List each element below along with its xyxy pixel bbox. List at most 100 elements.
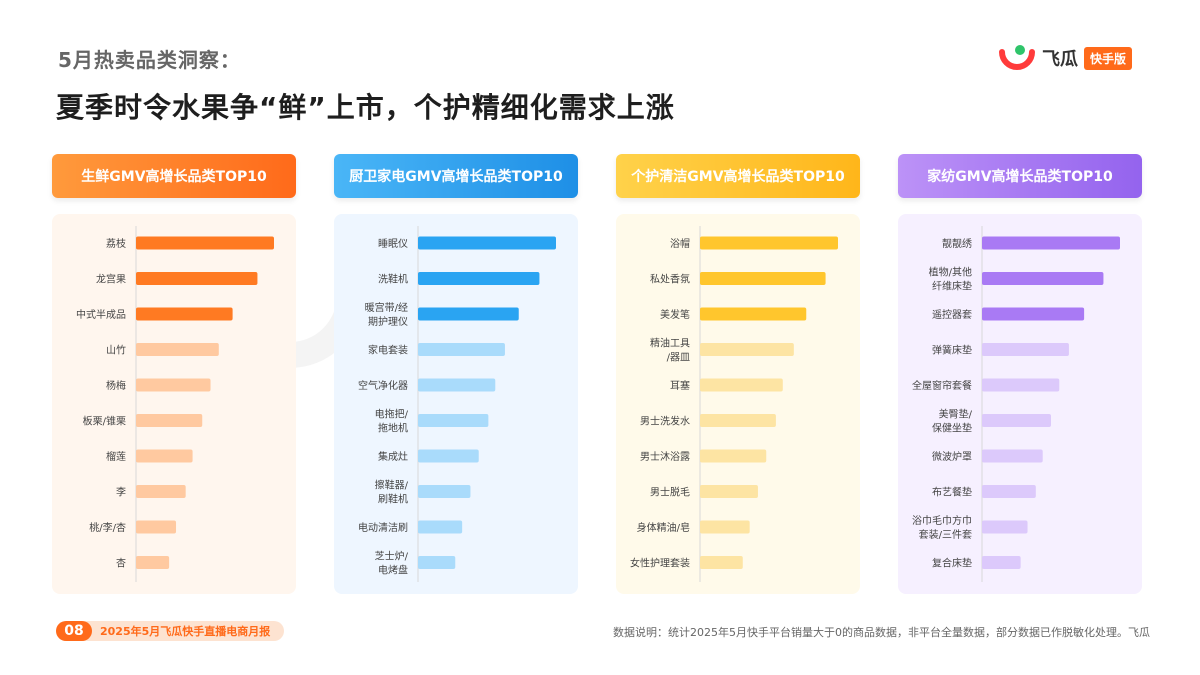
bar-9 <box>700 520 750 534</box>
page-number: 08 <box>56 621 92 641</box>
category-label: 浴巾毛巾方巾套装/三件套 <box>912 514 972 541</box>
category-label: 美发笔 <box>660 308 690 321</box>
category-label: 板栗/锥栗 <box>83 415 126 428</box>
panel-header-home-textile: 家纺GMV高增长品类TOP10 <box>898 154 1142 198</box>
bar-8 <box>418 485 471 498</box>
data-note: 数据说明：统计2025年5月快手平台销量大于0的商品数据，非平台全量数据，部分数… <box>613 626 1150 639</box>
category-label: 榴莲 <box>106 450 126 463</box>
category-label: 私处香氛 <box>650 273 690 286</box>
category-label: 杏 <box>116 557 126 570</box>
bar-2 <box>982 272 1104 285</box>
category-label: 布艺餐垫 <box>932 486 972 499</box>
category-label: 遥控器套 <box>932 308 972 321</box>
bar-7 <box>982 449 1043 463</box>
panel-header-fresh: 生鲜GMV高增长品类TOP10 <box>52 154 296 198</box>
bar-10 <box>982 556 1021 569</box>
bar-1 <box>136 236 274 250</box>
bar-10 <box>700 556 743 569</box>
bar-4 <box>700 343 794 356</box>
category-label: 精油工具/器皿 <box>650 337 690 364</box>
bar-10 <box>136 556 170 569</box>
bar-8 <box>700 485 758 498</box>
category-label: 荔枝 <box>106 237 126 250</box>
bar-4 <box>982 343 1069 356</box>
chart-panel-personal-care: 浴帽私处香氛美发笔精油工具/器皿耳塞男士洗发水男士沐浴露男士脱毛身体精油/皂女性… <box>616 214 860 594</box>
bar-9 <box>418 520 463 534</box>
category-label: 龙宫果 <box>96 273 126 286</box>
category-label: 电动清洁刷 <box>358 521 408 534</box>
category-label: 李 <box>116 486 126 499</box>
brand-logo: 飞瓜 快手版 <box>998 42 1133 74</box>
bar-5 <box>700 378 783 392</box>
bar-chart-appliance: 睡眠仪洗鞋机暖宫带/经期护理仪家电套装空气净化器电拖把/拖地机集成灶擦鞋器/刷鞋… <box>358 226 556 582</box>
logo-name: 飞瓜 <box>1042 49 1078 70</box>
panel-header-appliance: 厨卫家电GMV高增长品类TOP10 <box>334 154 578 198</box>
category-label: 靓靓绣 <box>942 237 972 250</box>
category-label: 弹簧床垫 <box>932 344 972 357</box>
category-label: 芝士炉/电烤盘 <box>375 550 409 577</box>
category-label: 身体精油/皂 <box>637 521 690 534</box>
bar-1 <box>418 236 556 250</box>
category-label: 植物/其他纤维床垫 <box>929 266 972 293</box>
bar-2 <box>136 272 258 285</box>
category-label: 复合床垫 <box>932 557 972 570</box>
bar-4 <box>418 343 505 356</box>
bar-6 <box>418 414 489 427</box>
footer-badge: 08 2025年5月飞瓜快手直播电商月报 <box>56 621 285 641</box>
category-label: 电拖把/拖地机 <box>375 408 409 435</box>
chart-panel-fresh: 荔枝龙宫果中式半成品山竹杨梅板栗/锥栗榴莲李桃/李/杏杏 <box>52 214 296 594</box>
bar-3 <box>136 307 233 321</box>
bar-8 <box>136 485 186 498</box>
category-label: 全屋窗帘套餐 <box>912 379 972 392</box>
bar-9 <box>982 520 1028 534</box>
bar-6 <box>136 414 203 427</box>
feigua-logo-icon <box>999 45 1035 70</box>
category-label: 桃/李/杏 <box>89 521 126 534</box>
category-label: 男士洗发水 <box>640 415 690 428</box>
category-label: 浴帽 <box>670 237 690 250</box>
bar-chart-personal-care: 浴帽私处香氛美发笔精油工具/器皿耳塞男士洗发水男士沐浴露男士脱毛身体精油/皂女性… <box>630 226 838 582</box>
category-label: 睡眠仪 <box>378 237 408 250</box>
category-label: 暖宫带/经期护理仪 <box>365 301 408 328</box>
bar-5 <box>136 378 211 392</box>
bar-1 <box>700 236 838 250</box>
bar-9 <box>136 520 177 534</box>
category-label: 家电套装 <box>368 344 408 357</box>
category-label: 男士沐浴露 <box>640 450 690 463</box>
bar-6 <box>700 414 776 427</box>
category-label: 男士脱毛 <box>650 486 690 499</box>
bar-7 <box>700 449 767 463</box>
category-label: 微波炉罩 <box>932 450 972 463</box>
bar-7 <box>136 449 193 463</box>
panel-header-personal-care: 个护清洁GMV高增长品类TOP10 <box>616 154 860 198</box>
bar-1 <box>982 236 1120 250</box>
bar-2 <box>418 272 540 285</box>
chart-panel-appliance: 睡眠仪 洗鞋机 暖宫带/经期护理仪 家电套装 空气净化器 电拖把/拖地机 集成灶 擦鞋器/刷鞋… <box>334 214 578 594</box>
bar-7 <box>418 449 479 463</box>
category-label: 擦鞋器/刷鞋机 <box>375 479 409 506</box>
report-name: 2025年5月飞瓜快手直播电商月报 <box>78 621 285 641</box>
category-label: 美臀垫/保健坐垫 <box>932 408 973 435</box>
bar-2 <box>700 272 826 285</box>
bar-10 <box>418 556 456 569</box>
chart-panel-home-textile: 靓靓绣植物/其他纤维床垫遥控器套弹簧床垫全屋窗帘套餐美臀垫/保健坐垫微波炉罩布艺… <box>898 214 1142 594</box>
bar-3 <box>982 307 1085 321</box>
bar-chart-home-textile: 靓靓绣植物/其他纤维床垫遥控器套弹簧床垫全屋窗帘套餐美臀垫/保健坐垫微波炉罩布艺… <box>912 226 1120 582</box>
logo-tag: 快手版 <box>1084 46 1133 70</box>
bar-6 <box>982 414 1051 427</box>
bar-5 <box>982 378 1060 392</box>
bar-8 <box>982 485 1036 498</box>
page-subtitle: 5月热卖品类洞察： <box>58 48 241 72</box>
category-label: 洗鞋机 <box>378 273 408 286</box>
category-label: 空气净化器 <box>358 379 408 392</box>
category-label: 女性护理套装 <box>630 557 690 570</box>
bar-3 <box>700 307 807 321</box>
category-label: 中式半成品 <box>76 308 126 321</box>
bar-3 <box>418 307 519 321</box>
category-label: 杨梅 <box>106 379 126 392</box>
bar-4 <box>136 343 219 356</box>
category-label: 耳塞 <box>670 379 690 392</box>
page-title: 夏季时令水果争“鲜”上市，个护精细化需求上涨 <box>56 91 675 124</box>
category-label: 山竹 <box>106 344 126 357</box>
